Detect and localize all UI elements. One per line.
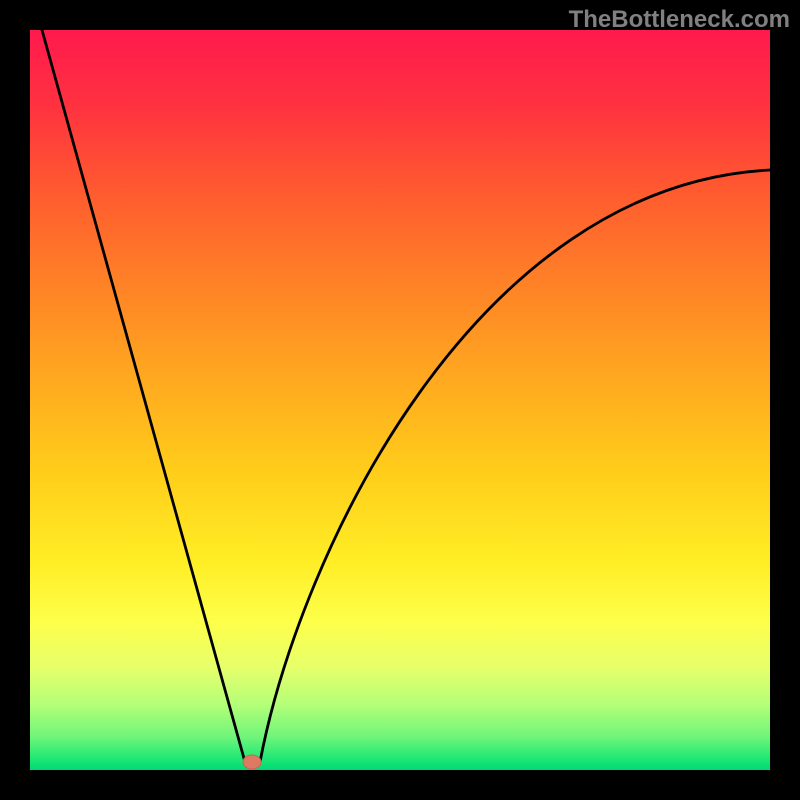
bottleneck-chart	[0, 0, 800, 800]
watermark-text: TheBottleneck.com	[569, 6, 790, 34]
optimum-marker	[243, 755, 261, 769]
chart-container: TheBottleneck.com	[0, 0, 800, 800]
plot-area	[30, 30, 770, 770]
